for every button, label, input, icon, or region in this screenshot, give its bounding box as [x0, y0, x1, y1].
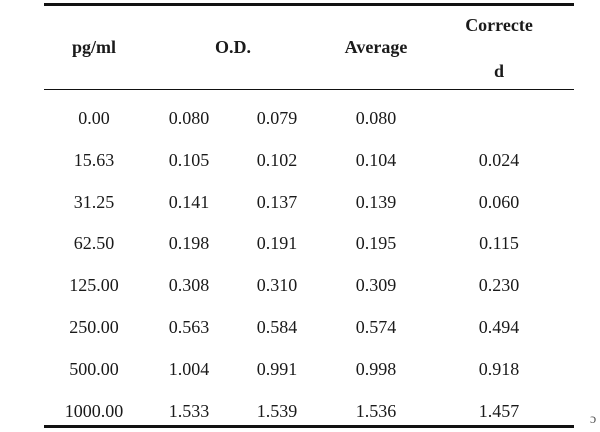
cell-corrected: 0.060 [478, 192, 520, 212]
cell-od1: 0.308 [168, 275, 210, 295]
cell-od2: 0.584 [256, 317, 298, 337]
edge-mark: ɔ [590, 412, 597, 427]
cell-corrected: 0.024 [478, 150, 520, 170]
cell-conc: 1000.00 [64, 401, 124, 421]
cell-conc: 500.00 [69, 359, 119, 379]
cell-od2: 0.991 [256, 359, 298, 379]
cell-average: 0.104 [355, 150, 397, 170]
header-concentration: pg/ml [71, 37, 117, 57]
cell-corrected: 0.115 [479, 233, 519, 253]
cell-od1: 0.105 [168, 150, 210, 170]
cell-average: 0.309 [355, 275, 397, 295]
cell-od1: 0.141 [168, 192, 210, 212]
cell-od1: 0.563 [168, 317, 210, 337]
cell-od2: 0.191 [256, 233, 298, 253]
header-average: Average [344, 37, 408, 57]
cell-conc: 0.00 [78, 108, 110, 128]
cell-average: 0.139 [355, 192, 397, 212]
cell-corrected: 0.494 [478, 317, 520, 337]
cell-od1: 0.198 [168, 233, 210, 253]
cell-od2: 0.137 [256, 192, 298, 212]
cell-average: 0.998 [355, 359, 397, 379]
table-top-rule [44, 3, 574, 6]
cell-od1: 0.080 [168, 108, 210, 128]
cell-od2: 0.079 [256, 108, 298, 128]
cell-corrected: 0.230 [478, 275, 520, 295]
cell-conc: 15.63 [73, 150, 115, 170]
cell-od1: 1.533 [168, 401, 210, 421]
cell-od1: 1.004 [168, 359, 210, 379]
cell-od2: 0.102 [256, 150, 298, 170]
table-header-rule [44, 89, 574, 90]
cell-average: 1.536 [355, 401, 397, 421]
header-corrected-line1: Correcte [465, 15, 533, 35]
cell-average: 0.574 [355, 317, 397, 337]
cell-conc: 125.00 [69, 275, 119, 295]
cell-conc: 31.25 [73, 192, 115, 212]
cell-conc: 250.00 [69, 317, 119, 337]
cell-od2: 0.310 [256, 275, 298, 295]
cell-average: 0.195 [355, 233, 397, 253]
cell-corrected: 0.918 [478, 359, 520, 379]
header-od: O.D. [215, 37, 251, 57]
header-corrected-line2: d [493, 61, 505, 81]
cell-corrected: 1.457 [478, 401, 520, 421]
table-bottom-rule [44, 425, 574, 428]
cell-od2: 1.539 [256, 401, 298, 421]
cell-conc: 62.50 [73, 233, 115, 253]
cell-average: 0.080 [355, 108, 397, 128]
